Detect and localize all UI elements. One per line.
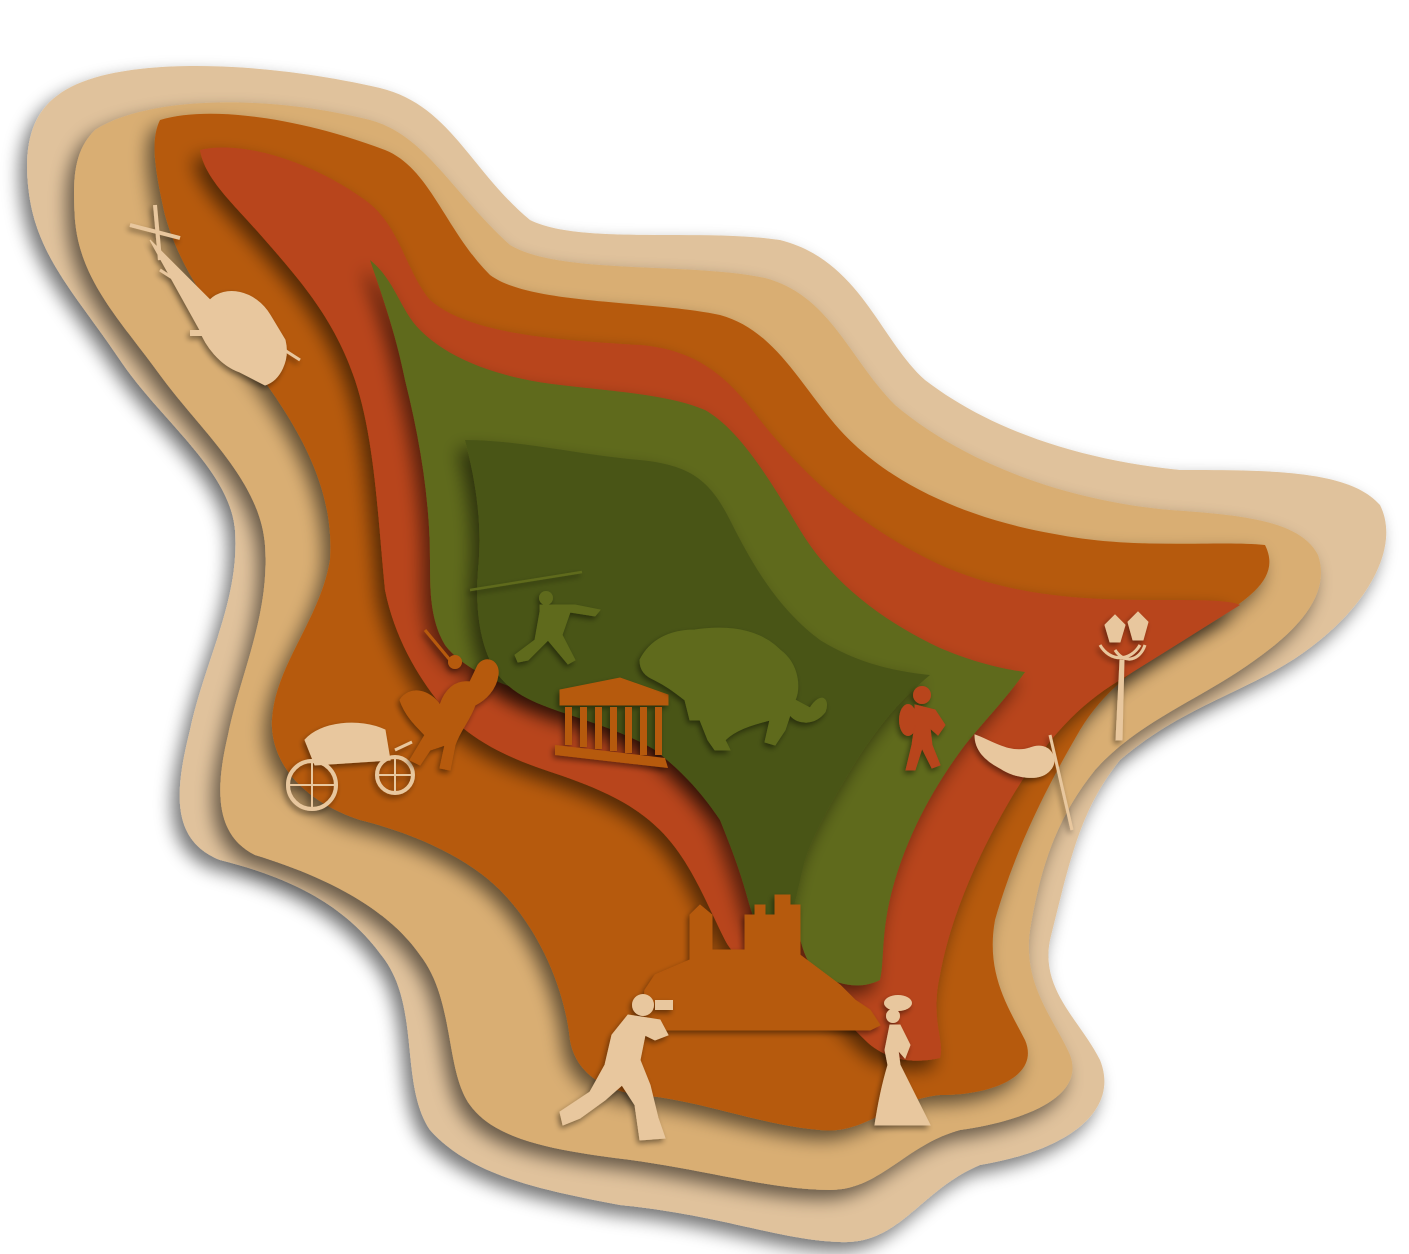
helicopter-icon bbox=[129, 204, 301, 386]
temple-icon bbox=[555, 677, 669, 768]
rearing-horse-rider-icon bbox=[399, 629, 499, 771]
castle-icon bbox=[639, 894, 881, 1031]
carriage-icon bbox=[286, 722, 415, 811]
javelin-thrower-icon bbox=[469, 570, 601, 665]
flag-icon bbox=[974, 734, 1074, 831]
warrior-with-shield-icon bbox=[899, 686, 946, 771]
mammoth-icon bbox=[639, 627, 827, 751]
lady-gown-icon bbox=[874, 995, 931, 1126]
street-lamp-icon bbox=[1098, 611, 1149, 741]
photographer-icon bbox=[559, 994, 673, 1141]
